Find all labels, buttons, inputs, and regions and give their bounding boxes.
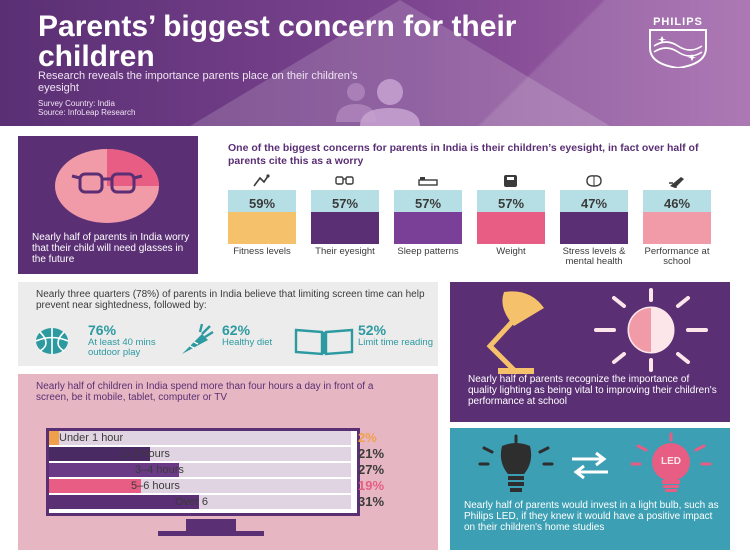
hours-label: 5–6 hours [131,480,180,492]
concern-bar-background [394,190,462,212]
hours-row: Under 1 hour [49,431,351,445]
concern-value: 57% [414,196,442,211]
concern-bar-fill [477,212,545,244]
glasses-worry-text: Nearly half of parents in India worry th… [32,232,190,265]
screen-time-label: Healthy diet [222,337,273,348]
book-icon [294,328,354,356]
concern-bar-fill [228,212,296,244]
monitor-base [158,531,264,536]
scale-icon [477,174,545,188]
survey-country: Survey Country: India [38,99,115,108]
concern-bar-background [643,190,711,212]
header-banner: Parents’ biggest concern for their child… [0,0,750,126]
concern-bar-background [228,190,296,212]
page-title: Parents’ biggest concern for their child… [38,10,517,73]
header-decoration [190,0,610,126]
hours-label: Under 1 hour [59,432,124,444]
survey-meta: Survey Country: India Source: InfoLeap R… [38,99,135,117]
hours-value: 21% [358,446,385,461]
concern-label: Weight [496,246,526,257]
hours-row: 1–2 hours [49,447,351,461]
lighting-box: Nearly half of parents recognize the imp… [450,282,730,422]
concern-value: 47% [580,196,608,211]
hours-bar-rest [150,447,351,461]
concerns-intro: One of the biggest concerns for parents … [228,142,699,167]
hours-row: Over 6 [49,495,351,509]
light-bulb-halo-icon [594,288,708,372]
page-subtitle: Research reveals the importance parents … [38,70,358,94]
fitness-icon [228,174,296,188]
hours-value: 27% [358,462,385,477]
monitor-stand [186,519,236,531]
hours-row: 3–4 hours [49,463,351,477]
swap-arrows-icon [572,451,608,480]
old-bulb-icon [478,434,554,492]
concern-value: 57% [331,196,359,211]
concern-value: 57% [497,196,525,211]
brain-icon [560,174,628,188]
hours-bar-fill [49,447,150,461]
concern-label: Their eyesight [315,246,375,257]
concern-label: Stress levels & mental health [562,246,626,267]
concern-bar-background [560,190,628,212]
led-bulb-icon [630,432,712,492]
carrot-icon [182,324,214,354]
screen-hours-box: Nearly half of children in India spend m… [18,374,438,550]
led-bulb-label: LED [661,456,681,467]
screen-time-box: Nearly three quarters (78%) of parents i… [18,282,438,366]
glasses-icon [311,174,379,188]
concern-label: Sleep patterns [397,246,459,257]
philips-shield-icon [649,29,707,68]
screen-hours-intro: Nearly half of children in India spend m… [36,381,374,403]
led-box: LED Nearly half of parents would invest … [450,428,730,550]
rocket-icon [643,174,711,188]
led-text: Nearly half of parents would invest in a… [464,500,719,533]
hours-bar-rest [179,463,351,477]
concern-bar-fill [311,212,379,244]
hours-bar-rest [199,495,351,509]
concern-label: Fitness levels [233,246,291,257]
hours-label: 3–4 hours [135,464,184,476]
screen-time-value: 62% [222,322,251,338]
screen-time-label: Limit time reading [358,337,433,348]
screen-time-intro: Nearly three quarters (78%) of parents i… [36,289,425,311]
screen-time-value: 52% [358,322,387,338]
hours-value: 2% [358,430,377,445]
desk-lamp-icon [486,291,544,374]
philips-logo: PHILIPS [640,14,716,68]
hours-bar-fill [49,431,59,445]
hours-label: Over 6 [175,496,209,508]
hours-bar-fill [49,495,199,509]
hours-bar-fill [49,479,141,493]
concern-bar-fill [394,212,462,244]
source: Source: InfoLeap Research [38,108,136,117]
concern-bar-fill [643,212,711,244]
glasses-pie-icon [55,149,159,223]
hours-label: 1–2 hours [121,448,170,460]
concern-value: 46% [663,196,691,211]
screen-time-label: At least 40 mins outdoor play [88,337,156,358]
concern-bar-fill [560,212,628,244]
hours-value: 31% [358,494,385,509]
hours-bar-fill [49,463,179,477]
concern-bar-background [311,190,379,212]
concern-label: Performance at school [644,246,710,267]
glasses-worry-box: Nearly half of parents in India worry th… [18,136,198,274]
hours-row: 5–6 hours [49,479,351,493]
hours-value: 19% [358,478,385,493]
screen-time-value: 76% [88,322,117,338]
ball-icon [35,328,69,354]
hours-bar-rest [141,479,351,493]
lighting-text: Nearly half of parents recognize the imp… [468,374,717,407]
concern-bar-background [477,190,545,212]
bed-icon [394,174,462,188]
people-icon [336,79,420,126]
concern-value: 59% [248,196,276,211]
hours-bar-rest [59,431,351,445]
